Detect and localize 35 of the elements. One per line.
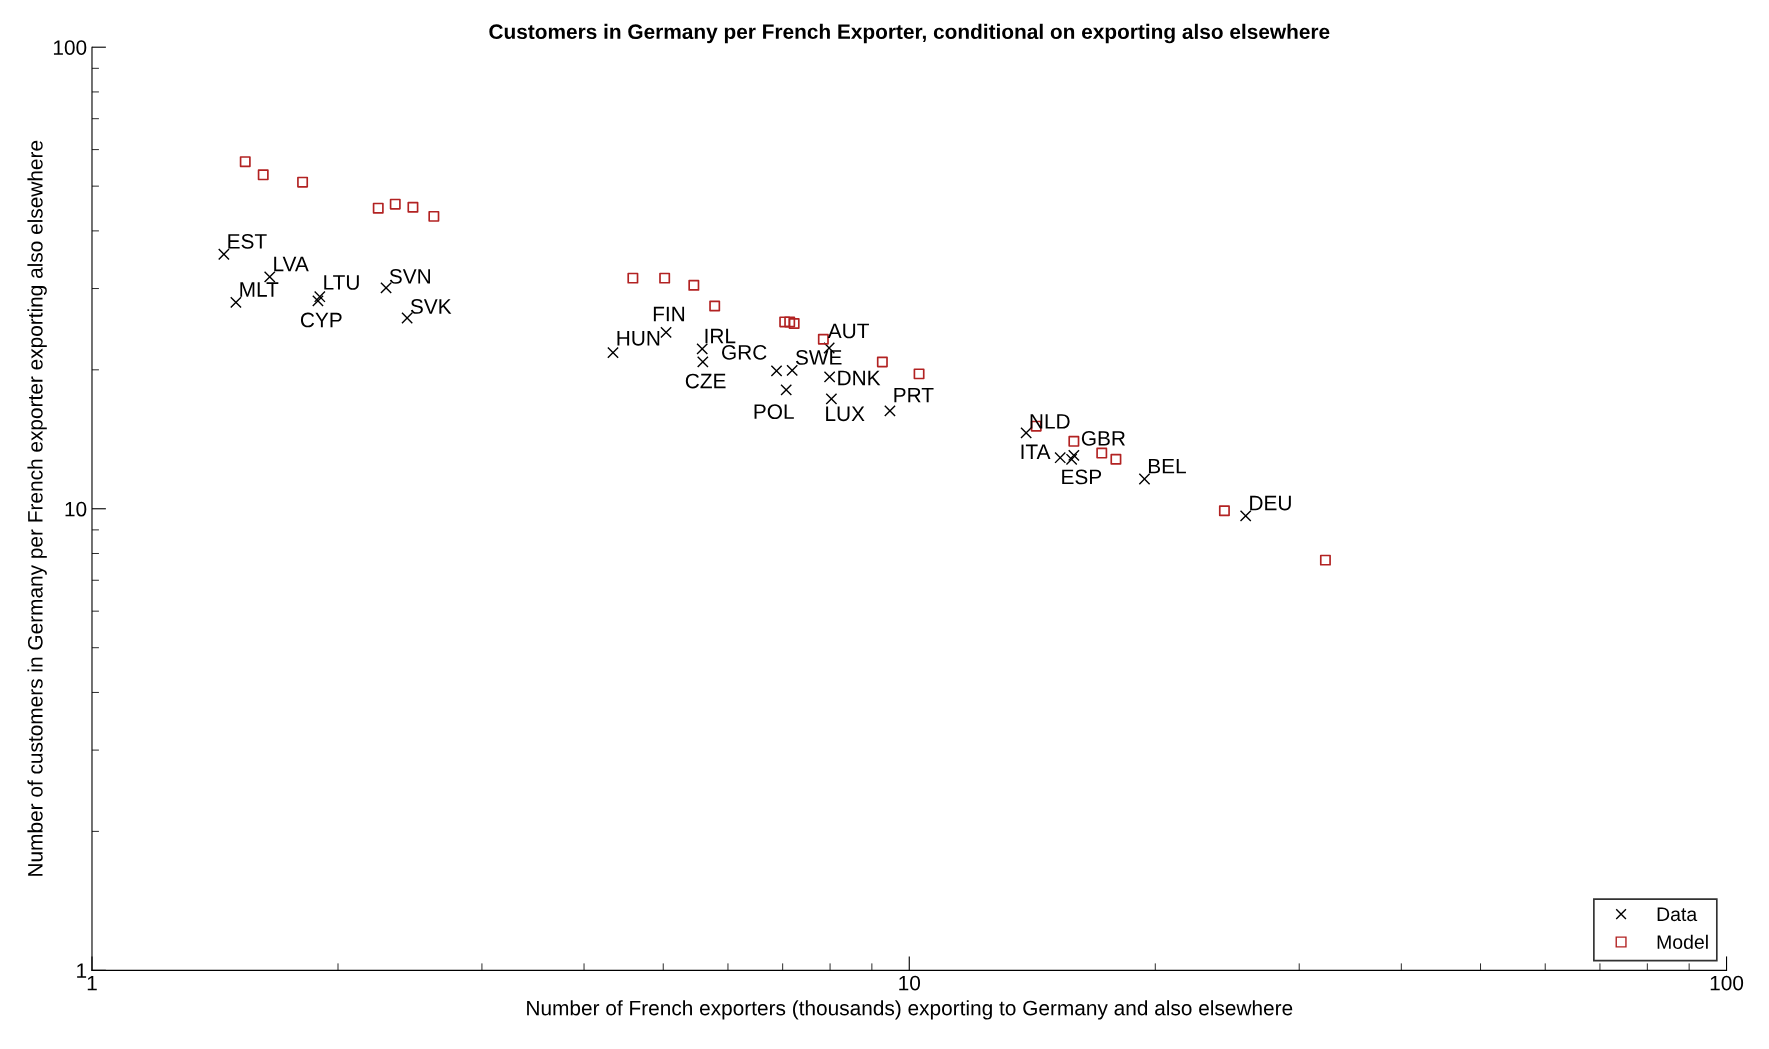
y-tick-label: 100	[53, 40, 87, 55]
annotation: GBR	[1081, 430, 1125, 446]
annotation: CZE	[685, 373, 726, 389]
annotation: CYP	[300, 312, 342, 328]
annotation: SWE	[795, 350, 842, 365]
annotation: EST	[228, 233, 267, 249]
annotation: POL	[754, 404, 794, 420]
annotation: SVN	[389, 269, 430, 284]
annotation: SVK	[410, 299, 452, 314]
annotation: DNK	[838, 370, 881, 386]
x-axis-title: Number of French exporters (thousands) exporting to Germany and also elsewhere	[527, 1000, 1293, 1020]
annotation: HUN	[617, 331, 660, 346]
annotation: DEU	[1250, 495, 1291, 511]
x-tick-label: 10	[899, 975, 921, 991]
annotation: FIN	[653, 306, 685, 322]
legend-label: Data	[1657, 907, 1698, 922]
annotation: GRC	[722, 345, 767, 360]
x-tick-label: 100	[1710, 975, 1744, 991]
legend-label: Model	[1657, 934, 1708, 949]
annotation: PRT	[894, 387, 934, 403]
annotation: NLD	[1030, 414, 1070, 429]
annotation: MLT	[240, 282, 279, 297]
annotation: ITA	[1021, 444, 1051, 459]
chart-title: Customers in Germany per French Exporter, conditional on exporting also elsewhere	[489, 23, 1330, 44]
y-tick-label: 10	[65, 501, 87, 517]
x-tick-label: 1	[87, 975, 97, 991]
annotation: BEL	[1148, 458, 1186, 474]
annotation: LTU	[324, 275, 359, 290]
annotation: IRL	[705, 328, 736, 344]
annotation: AUT	[827, 323, 869, 339]
annotation: LVA	[274, 256, 309, 272]
y-tick-label: 1	[77, 963, 87, 978]
y-axis-title: Number of customers in Germany per French exporter exporting also elsewhere	[27, 140, 47, 876]
annotation: ESP	[1062, 469, 1102, 485]
annotation: LUX	[826, 406, 865, 422]
